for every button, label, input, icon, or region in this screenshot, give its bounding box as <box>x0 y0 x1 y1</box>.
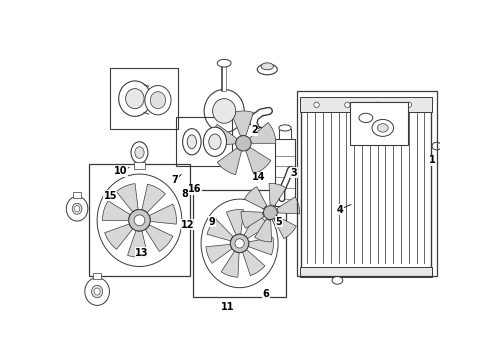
Ellipse shape <box>66 197 88 221</box>
Text: 4: 4 <box>336 204 343 215</box>
Text: 5: 5 <box>275 217 282 227</box>
Ellipse shape <box>359 113 373 122</box>
Bar <box>300 97 432 112</box>
Ellipse shape <box>94 288 100 295</box>
Ellipse shape <box>135 147 144 158</box>
Ellipse shape <box>236 136 251 151</box>
Text: 3: 3 <box>291 167 297 177</box>
PathPatch shape <box>145 225 173 251</box>
Ellipse shape <box>125 89 144 109</box>
Ellipse shape <box>129 210 150 231</box>
PathPatch shape <box>142 184 166 213</box>
Ellipse shape <box>372 120 393 136</box>
Ellipse shape <box>209 134 221 149</box>
Ellipse shape <box>150 92 166 109</box>
Ellipse shape <box>279 125 291 131</box>
PathPatch shape <box>246 147 271 174</box>
Text: 9: 9 <box>208 217 215 227</box>
Ellipse shape <box>314 102 319 108</box>
Ellipse shape <box>375 102 381 108</box>
Ellipse shape <box>217 59 231 67</box>
PathPatch shape <box>244 213 269 239</box>
PathPatch shape <box>277 197 299 214</box>
PathPatch shape <box>221 251 239 277</box>
Ellipse shape <box>257 64 277 75</box>
PathPatch shape <box>241 211 264 228</box>
Ellipse shape <box>119 81 151 116</box>
Ellipse shape <box>74 206 80 212</box>
Text: 10: 10 <box>114 166 128 176</box>
Text: 15: 15 <box>103 191 117 201</box>
Ellipse shape <box>204 89 244 132</box>
Text: 16: 16 <box>188 184 202 194</box>
Ellipse shape <box>261 63 273 70</box>
PathPatch shape <box>269 183 286 206</box>
Bar <box>134 162 145 170</box>
Ellipse shape <box>97 174 182 266</box>
PathPatch shape <box>127 230 148 257</box>
Text: 7: 7 <box>172 175 178 185</box>
Text: 2: 2 <box>251 125 258 135</box>
PathPatch shape <box>245 186 267 209</box>
Bar <box>110 68 178 130</box>
Ellipse shape <box>201 199 278 288</box>
Ellipse shape <box>332 276 343 284</box>
Bar <box>93 273 101 279</box>
Ellipse shape <box>131 142 148 163</box>
PathPatch shape <box>248 238 273 255</box>
Text: 12: 12 <box>181 220 195 230</box>
Ellipse shape <box>213 99 236 123</box>
Bar <box>74 192 81 198</box>
Text: 6: 6 <box>262 289 269 299</box>
PathPatch shape <box>211 124 237 145</box>
Bar <box>300 266 432 277</box>
Text: 14: 14 <box>252 172 266 182</box>
Ellipse shape <box>406 102 412 108</box>
Text: 11: 11 <box>220 302 234 311</box>
Bar <box>209 99 241 123</box>
PathPatch shape <box>207 219 233 241</box>
Ellipse shape <box>183 129 201 155</box>
Text: 1: 1 <box>429 155 436 165</box>
PathPatch shape <box>102 201 130 220</box>
Bar <box>350 103 408 145</box>
PathPatch shape <box>116 184 138 212</box>
PathPatch shape <box>105 224 133 249</box>
Ellipse shape <box>85 278 109 305</box>
Ellipse shape <box>377 124 388 132</box>
Text: 8: 8 <box>181 189 188 199</box>
PathPatch shape <box>243 249 265 275</box>
Ellipse shape <box>235 239 244 248</box>
Text: 13: 13 <box>135 248 148 258</box>
Bar <box>279 130 291 139</box>
PathPatch shape <box>231 111 253 136</box>
Ellipse shape <box>203 127 226 156</box>
Bar <box>296 91 437 276</box>
Ellipse shape <box>230 234 249 253</box>
Ellipse shape <box>187 135 196 149</box>
Bar <box>275 139 295 206</box>
Bar <box>176 117 232 166</box>
Ellipse shape <box>145 86 171 115</box>
Ellipse shape <box>72 203 82 214</box>
Bar <box>89 165 190 276</box>
PathPatch shape <box>217 148 242 175</box>
Ellipse shape <box>134 215 145 226</box>
Ellipse shape <box>432 142 441 150</box>
PathPatch shape <box>255 219 271 242</box>
Ellipse shape <box>92 285 103 298</box>
PathPatch shape <box>226 210 244 235</box>
PathPatch shape <box>206 244 232 263</box>
PathPatch shape <box>249 122 276 143</box>
Bar <box>301 99 431 268</box>
Bar <box>194 190 286 297</box>
PathPatch shape <box>274 216 296 239</box>
Ellipse shape <box>264 206 277 220</box>
Ellipse shape <box>344 102 350 108</box>
PathPatch shape <box>149 204 176 224</box>
